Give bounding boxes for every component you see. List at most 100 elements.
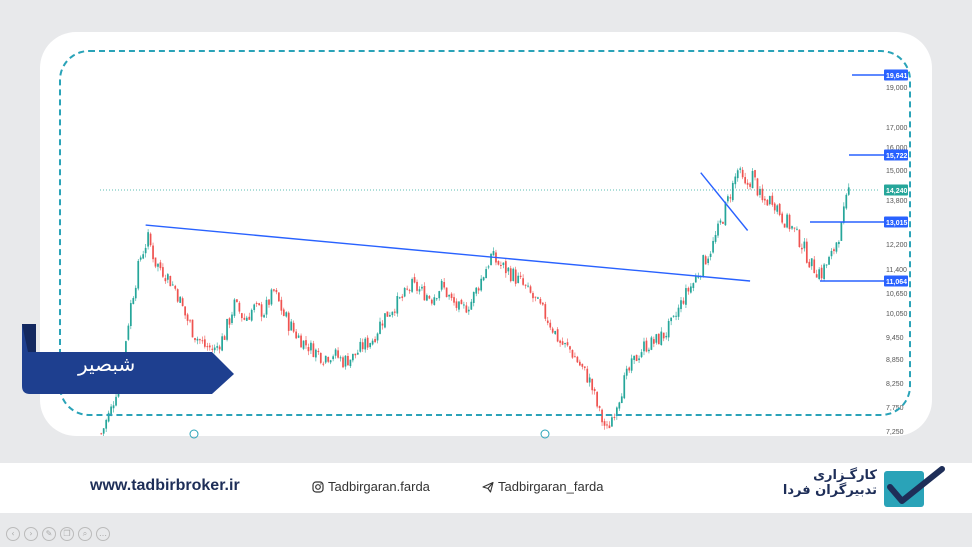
candle-body [181,298,184,307]
more-icon[interactable]: … [96,527,110,541]
candle-body [324,355,327,363]
candle-body [149,233,152,246]
candle-body [169,275,172,287]
candle-body [339,357,342,359]
candle-body [379,321,381,334]
y-tick-label: 10,650 [886,291,908,298]
instagram-handle: Tadbirgaran.farda [328,479,430,494]
candle-body [480,278,483,291]
candle-body [280,299,283,311]
event-marker [189,429,199,439]
candle-body [808,261,811,268]
candle-body [712,240,714,253]
zoom-icon[interactable]: ⌕ [78,527,92,541]
candle-body [329,360,332,363]
candle-body [781,213,784,223]
candle-body [273,289,275,291]
candle-body [369,343,372,348]
candle-body [756,178,759,196]
candle-body [838,241,840,245]
candle-body [386,311,389,317]
y-tick-label: 7,250 [886,429,904,436]
candle-body [184,306,186,316]
candle-body [186,314,189,321]
candle-body [504,261,507,274]
candle-body [245,317,248,321]
slide-controls: ‹ › ✎ ❐ ⌕ … [6,527,110,541]
candle-body [722,222,724,224]
prev-icon[interactable]: ‹ [6,527,20,541]
candle-body [159,262,162,269]
y-tick-label: 15,000 [886,168,908,175]
instagram-link[interactable]: Tadbirgaran.farda [312,479,430,494]
copy-icon[interactable]: ❐ [60,527,74,541]
candle-body [132,297,135,305]
candles [100,166,850,436]
candle-body [453,297,455,303]
candle-body [199,339,201,341]
candle-body [248,316,251,320]
candle-body [275,290,278,293]
next-icon[interactable]: › [24,527,38,541]
candle-body [285,312,288,317]
candle-body [344,355,347,367]
telegram-link[interactable]: Tadbirgaran_farda [482,479,604,494]
candle-body [690,286,692,293]
y-tick-label: 8,850 [886,357,904,364]
y-tick-label: 10,050 [886,311,908,318]
candle-body [805,241,808,263]
candle-body [196,338,199,341]
candle-body [250,309,253,321]
candle-body [352,353,354,361]
candle-body [142,254,145,259]
candle-body [137,260,140,289]
candle-body [556,329,559,342]
candle-body [171,284,174,286]
candle-body [776,205,779,212]
candle-body [472,291,475,303]
y-tick-label: 9,450 [886,335,904,342]
candle-body [342,357,344,368]
candle-body [354,353,357,356]
candle-body [139,257,142,260]
event-marker [540,429,550,439]
candle-body [500,264,502,266]
candle-body [450,293,453,299]
candle-body [653,339,655,344]
price-badge [884,149,908,161]
candle-body [694,276,697,283]
candle-body [290,321,293,331]
candle-body [134,287,137,299]
candle-body [231,314,233,323]
candle-body [818,269,821,280]
candle-body [443,282,446,288]
candle-body [633,355,635,360]
candle-body [356,352,359,355]
candle-body [152,245,154,260]
candle-body [736,170,739,179]
candle-body [731,182,734,201]
candle-body [810,258,813,267]
price-badge-label: 13,015 [886,220,908,227]
candle-body [455,301,458,308]
candle-body [578,361,581,366]
candle-body [191,319,194,338]
website-link[interactable]: www.tadbirbroker.ir [90,477,240,494]
candle-body [519,275,522,277]
candle-body [203,339,206,347]
candle-body [112,405,115,409]
brand-line-1: کارگـزاری [813,468,877,483]
candle-body [840,222,843,241]
price-badge-label: 14,240 [886,188,908,195]
candle-body [702,255,705,277]
candle-body [438,291,441,299]
candle-body [361,342,364,350]
candle-body [265,299,268,315]
candle-body [376,333,379,341]
candle-body [305,340,307,346]
pen-icon[interactable]: ✎ [42,527,56,541]
candle-body [618,402,621,409]
candle-body [667,320,670,338]
candle-body [144,247,147,254]
candle-body [371,340,374,345]
